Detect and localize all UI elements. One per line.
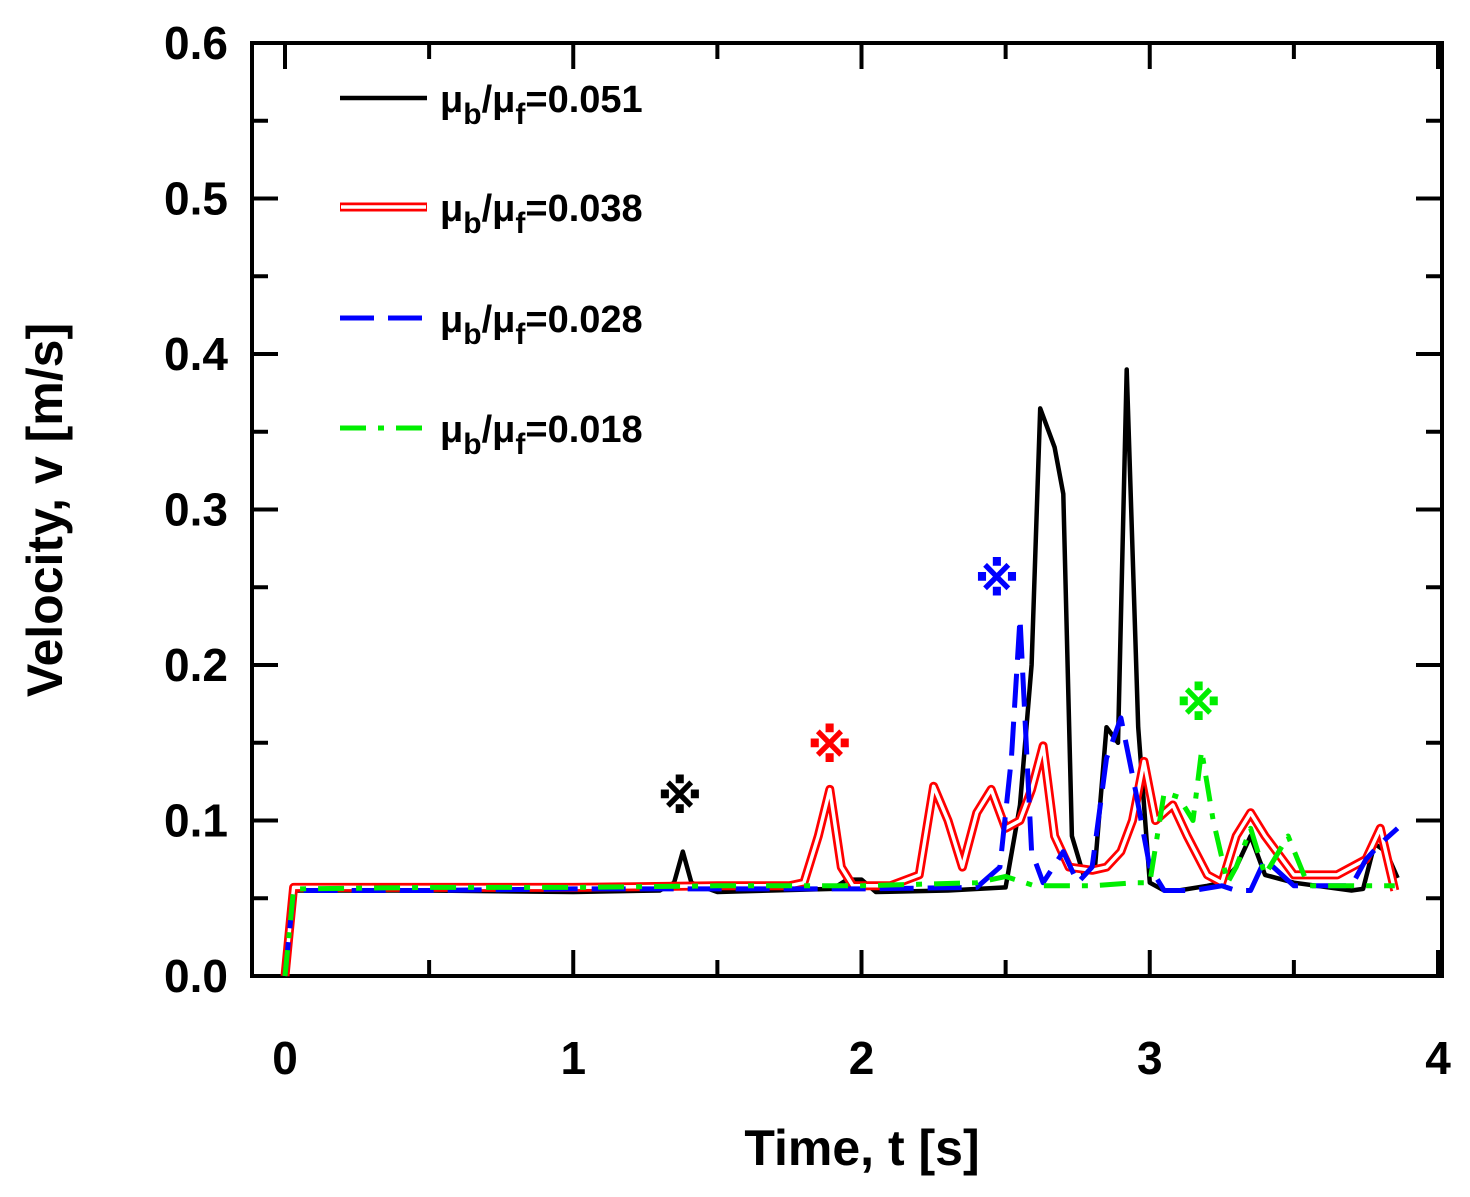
y-tick-label: 0.1	[164, 795, 228, 847]
y-tick-label: 0.3	[164, 484, 228, 536]
legend-label: μb/μf=0.028	[440, 299, 643, 351]
annotation-marker: ※	[1176, 677, 1221, 731]
legend-text-part: /μ	[482, 299, 516, 341]
y-tick-label: 0.5	[164, 173, 228, 225]
x-tick-label: 2	[849, 1032, 875, 1084]
x-tick-label: 4	[1425, 1032, 1451, 1084]
legend-text-part: μ	[440, 188, 463, 230]
legend-text-part: =0.018	[525, 409, 642, 451]
legend-text-part: =0.038	[525, 188, 642, 230]
legend-subscript: b	[463, 428, 481, 461]
annotation-marker: ※	[658, 770, 703, 824]
x-tick-label: 3	[1137, 1032, 1163, 1084]
y-axis-ticks: 0.0 0.1 0.2 0.3 0.4 0.5 0.6	[164, 17, 1442, 1002]
legend: μb/μf=0.051μb/μf=0.038μb/μf=0.028μb/μf=0…	[340, 79, 643, 461]
legend-label: μb/μf=0.038	[440, 188, 643, 240]
series-layer	[280, 367, 1400, 977]
legend-subscript: f	[515, 207, 526, 240]
legend-text-part: /μ	[482, 188, 516, 230]
series-2	[282, 615, 1400, 977]
x-tick-label: 0	[272, 1032, 298, 1084]
y-tick-label: 0.6	[164, 17, 228, 69]
y-axis-title: Velocity, v [m/s]	[17, 323, 73, 697]
annotation-marker: ※	[975, 552, 1020, 606]
annotation-marker: ※	[807, 719, 852, 773]
legend-subscript: f	[515, 428, 526, 461]
legend-text-part: /μ	[482, 409, 516, 451]
x-axis-ticks: 0 1 2 3 4	[272, 43, 1451, 1084]
legend-item: μb/μf=0.038	[340, 188, 643, 240]
series-line-inner	[283, 744, 1397, 977]
y-tick-label: 0.0	[164, 950, 228, 1002]
legend-text-part: /μ	[482, 79, 516, 121]
x-tick-label: 1	[560, 1032, 586, 1084]
legend-label: μb/μf=0.051	[440, 79, 643, 131]
legend-text-part: μ	[440, 299, 463, 341]
series-line	[282, 615, 1400, 977]
legend-subscript: b	[463, 207, 481, 240]
legend-item: μb/μf=0.051	[340, 79, 643, 131]
legend-subscript: b	[463, 318, 481, 351]
x-axis-title: Time, t [s]	[744, 1120, 979, 1176]
y-tick-label: 0.2	[164, 639, 228, 691]
legend-item: μb/μf=0.028	[340, 299, 643, 351]
annotation-layer: ※ ※ ※ ※	[658, 552, 1222, 824]
y-tick-label: 0.4	[164, 328, 228, 380]
legend-item: μb/μf=0.018	[340, 409, 643, 461]
legend-subscript: f	[515, 98, 526, 131]
series-1	[280, 741, 1400, 977]
legend-text-part: μ	[440, 409, 463, 451]
legend-label: μb/μf=0.018	[440, 409, 643, 461]
legend-subscript: b	[463, 98, 481, 131]
legend-text-part: μ	[440, 79, 463, 121]
legend-text-part: =0.028	[525, 299, 642, 341]
legend-text-part: =0.051	[525, 79, 642, 121]
legend-subscript: f	[515, 318, 526, 351]
